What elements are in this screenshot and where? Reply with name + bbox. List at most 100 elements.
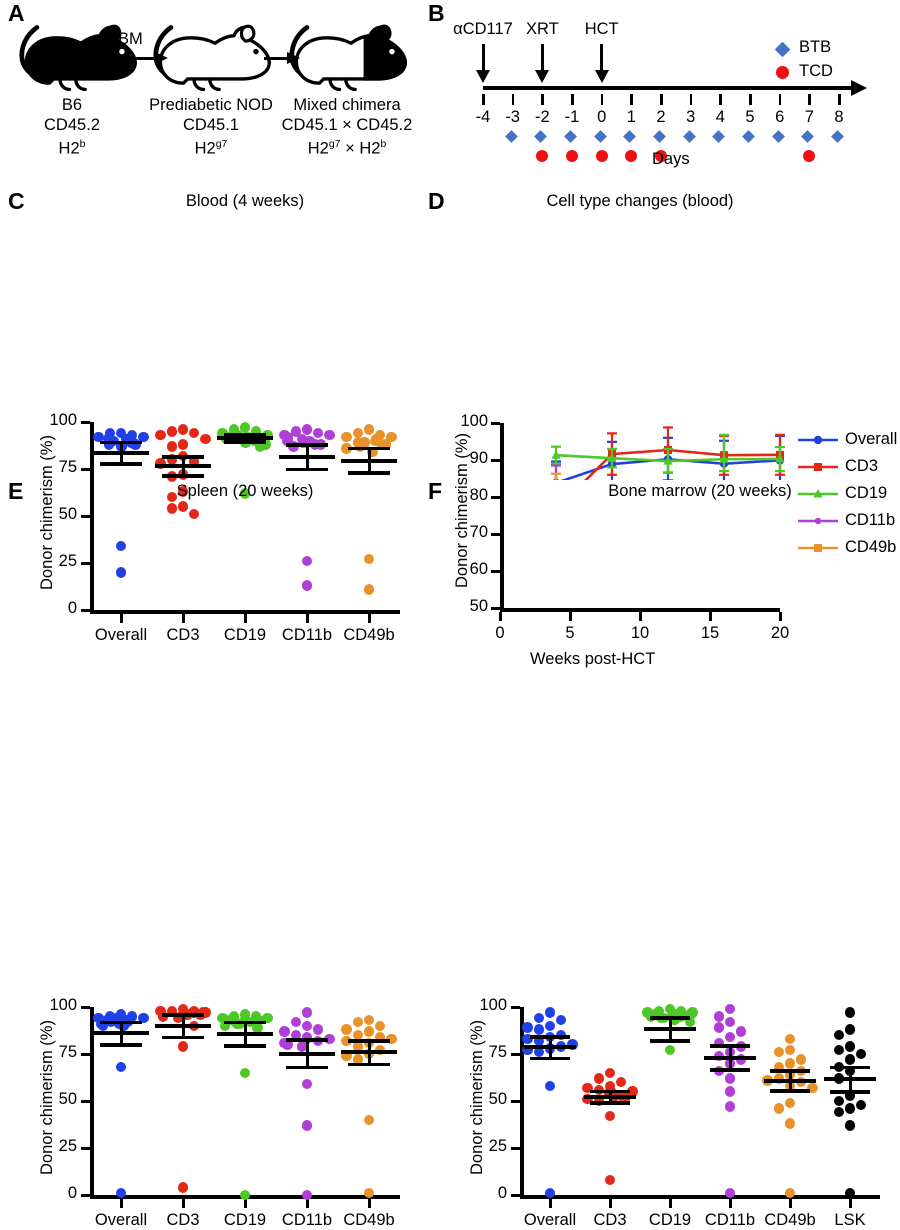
- y-ticklabel-0: 0: [462, 1184, 507, 1203]
- data-point: [725, 1073, 735, 1083]
- data-point: [845, 1054, 855, 1064]
- timeline-arrow-head: [851, 80, 867, 96]
- legend-marker-Overall: [797, 431, 839, 449]
- y-tick-25: [81, 1147, 90, 1151]
- legend-marker-CD11b: [797, 512, 839, 530]
- data-point: [302, 1021, 312, 1031]
- day-tick-5: [749, 94, 752, 105]
- btb-marker-day-0: [594, 130, 607, 143]
- white-mouse-icon: [152, 18, 278, 92]
- y-tick-25: [511, 1147, 520, 1151]
- group-2-line2: CD45.1 × CD45.2: [237, 116, 457, 136]
- btb-marker-day-1: [623, 130, 636, 143]
- y-ticklabel-0: 0: [32, 1184, 77, 1203]
- x-ticklabel-CD19: CD19: [214, 1211, 276, 1230]
- bm-label: BM: [118, 30, 143, 49]
- panel-a: A BM B6 CD45.2 H2b Prediabetic NOD CD45.1 H2g7 M…: [0, 0, 430, 190]
- data-point: [178, 1182, 188, 1192]
- panel-d: D Cell type changes (blood) 50 60 70 80 90 100 0…: [425, 190, 900, 480]
- data-point: [594, 1073, 604, 1083]
- data-point: [178, 439, 188, 449]
- panel-f-label: F: [428, 480, 442, 503]
- y-axis-title: Donor chimerism (%): [38, 1020, 57, 1175]
- sem-cap-top: [100, 1021, 143, 1025]
- legend-label-CD11b: CD11b: [845, 511, 895, 530]
- y-tick-75: [81, 1053, 90, 1057]
- panel-c: C Blood (4 weeks) 0 25 50 75 100 Donor chimeris…: [0, 190, 430, 480]
- data-point: [845, 1103, 855, 1113]
- day-tick-7: [808, 94, 811, 105]
- btb-marker-day-5: [742, 130, 755, 143]
- x-tick-CD49b: [789, 1199, 792, 1208]
- x-ticklabel-5: 5: [548, 624, 592, 643]
- x-ticklabel-CD11b: CD11b: [700, 1211, 760, 1230]
- data-point: [116, 1062, 126, 1072]
- sem-cap-top: [348, 1039, 391, 1043]
- data-point: [605, 1068, 615, 1078]
- mean-line: [764, 1079, 816, 1083]
- btb-marker-day-7: [801, 130, 814, 143]
- sem-cap-top: [710, 1044, 750, 1048]
- group-2-line3: H2g7 × H2b: [237, 135, 457, 159]
- tcd-marker-day--1: [566, 150, 578, 162]
- sem-cap-bottom: [348, 1063, 391, 1067]
- x-tick-20: [779, 612, 782, 621]
- tcd-marker-day-1: [625, 150, 637, 162]
- x-tick-CD3: [609, 1199, 612, 1208]
- mean-line: [584, 1095, 636, 1099]
- sem-cap-top: [530, 1035, 570, 1039]
- x-axis-title: Weeks post-HCT: [530, 650, 655, 669]
- day-label--3: -3: [499, 108, 527, 127]
- x-tick-CD19: [669, 1199, 672, 1208]
- y-tick-50: [491, 607, 500, 611]
- x-ticklabel-CD11b: CD11b: [276, 1211, 338, 1230]
- mean-line: [155, 1024, 211, 1028]
- sem-cap-bottom: [650, 1039, 690, 1043]
- x-ticklabel-20: 20: [758, 624, 802, 643]
- y-ticklabel-100: 100: [32, 996, 77, 1015]
- sem-cap-bottom: [100, 1043, 143, 1047]
- data-point: [167, 426, 177, 436]
- day-tick-4: [719, 94, 722, 105]
- x-axis: [520, 1195, 880, 1199]
- sem-cap-top: [162, 1013, 205, 1017]
- x-tick-Overall: [549, 1199, 552, 1208]
- data-point: [313, 428, 323, 438]
- day-tick--3: [512, 94, 515, 105]
- data-point: [200, 434, 210, 444]
- data-point: [796, 1054, 806, 1064]
- btb-marker-day-4: [712, 130, 725, 143]
- data-point: [189, 428, 199, 438]
- y-ticklabel-100: 100: [32, 411, 77, 430]
- btb-marker-day--3: [505, 130, 518, 143]
- day-label-0: 0: [588, 108, 616, 127]
- data-point: [556, 1015, 566, 1025]
- data-point: [834, 1107, 844, 1117]
- panel-c-label: C: [8, 190, 24, 213]
- sem-cap-bottom: [286, 468, 329, 472]
- data-point: [856, 1100, 866, 1110]
- y-tick-100: [81, 421, 90, 425]
- data-point: [364, 1015, 374, 1025]
- data-point: [364, 1115, 374, 1125]
- x-ticklabel-0: 0: [478, 624, 522, 643]
- data-point: [341, 1024, 351, 1034]
- x-tick-15: [709, 612, 712, 621]
- y-tick-70: [491, 533, 500, 537]
- sem-cap-top: [224, 1021, 267, 1025]
- data-point: [774, 1103, 784, 1113]
- legend-btb-label: BTB: [799, 38, 831, 57]
- data-point: [845, 1024, 855, 1034]
- sem-cap-bottom: [710, 1068, 750, 1072]
- y-ticklabel-50: 50: [444, 597, 488, 616]
- mean-line: [279, 455, 335, 459]
- data-point: [714, 1022, 724, 1032]
- sem-cap-bottom: [286, 1066, 329, 1070]
- tcd-marker-day--2: [536, 150, 548, 162]
- y-tick-50: [81, 1100, 90, 1104]
- bm-arrow-head: [155, 52, 168, 64]
- day-tick--2: [541, 94, 544, 105]
- day-label-8: 8: [825, 108, 853, 127]
- data-point: [534, 1013, 544, 1023]
- legend-tcd-label: TCD: [799, 62, 833, 81]
